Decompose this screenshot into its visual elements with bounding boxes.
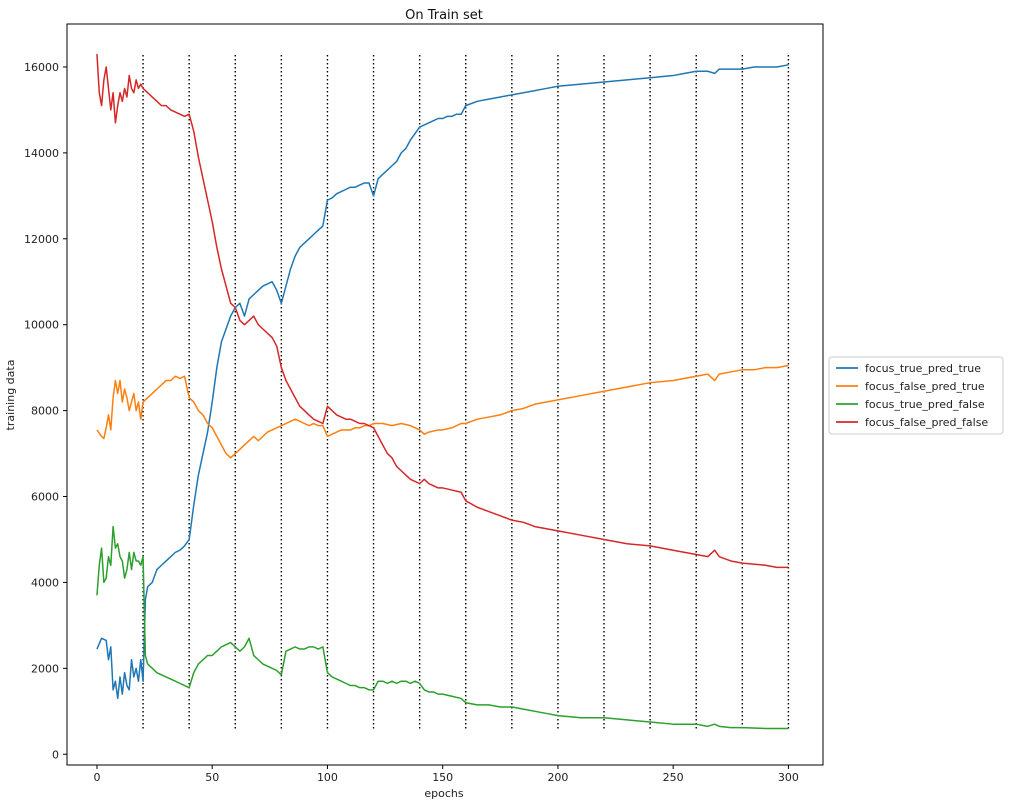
x-tick-label: 250	[663, 771, 684, 784]
series-line-focus-false-pred-true	[96, 364, 789, 459]
x-tick-label: 50	[205, 771, 219, 784]
plot-area-frame	[66, 23, 824, 766]
x-axis-title: epochs	[424, 787, 463, 800]
y-tick-label: 16000	[24, 61, 59, 74]
vertical-markers	[142, 54, 790, 729]
series-line-focus-false-pred-false	[96, 54, 789, 569]
legend-label: focus_false_pred_true	[865, 380, 985, 393]
y-axis: 0 2000 4000 6000 8000 10000 12000 14000 16000	[24, 61, 67, 761]
chart-title: On Train set	[405, 8, 483, 23]
series-lines	[96, 54, 789, 730]
x-axis: 0 50 100 150 200 250 300	[93, 765, 799, 784]
x-tick-label: 100	[317, 771, 338, 784]
x-tick-label: 200	[547, 771, 568, 784]
legend: focus_true_pred_true focus_false_pred_tru…	[828, 356, 1004, 435]
legend-label: focus_true_pred_false	[865, 398, 985, 411]
y-tick-label: 4000	[31, 576, 59, 589]
x-tick-label: 0	[93, 771, 100, 784]
series-line-focus-true-pred-false	[96, 525, 789, 730]
y-tick-label: 8000	[31, 405, 59, 418]
legend-box	[828, 356, 1004, 435]
y-tick-label: 10000	[24, 319, 59, 332]
y-tick-label: 14000	[24, 147, 59, 160]
legend-label: focus_false_pred_false	[865, 416, 988, 429]
x-tick-label: 150	[432, 771, 453, 784]
y-tick-label: 6000	[31, 491, 59, 504]
series-line-focus-true-pred-true	[96, 64, 789, 700]
y-tick-label: 2000	[31, 662, 59, 675]
y-axis-title: training data	[4, 360, 17, 431]
legend-label: focus_true_pred_true	[865, 362, 981, 375]
y-tick-label: 0	[52, 748, 59, 761]
y-tick-label: 12000	[24, 233, 59, 246]
x-tick-label: 300	[778, 771, 799, 784]
